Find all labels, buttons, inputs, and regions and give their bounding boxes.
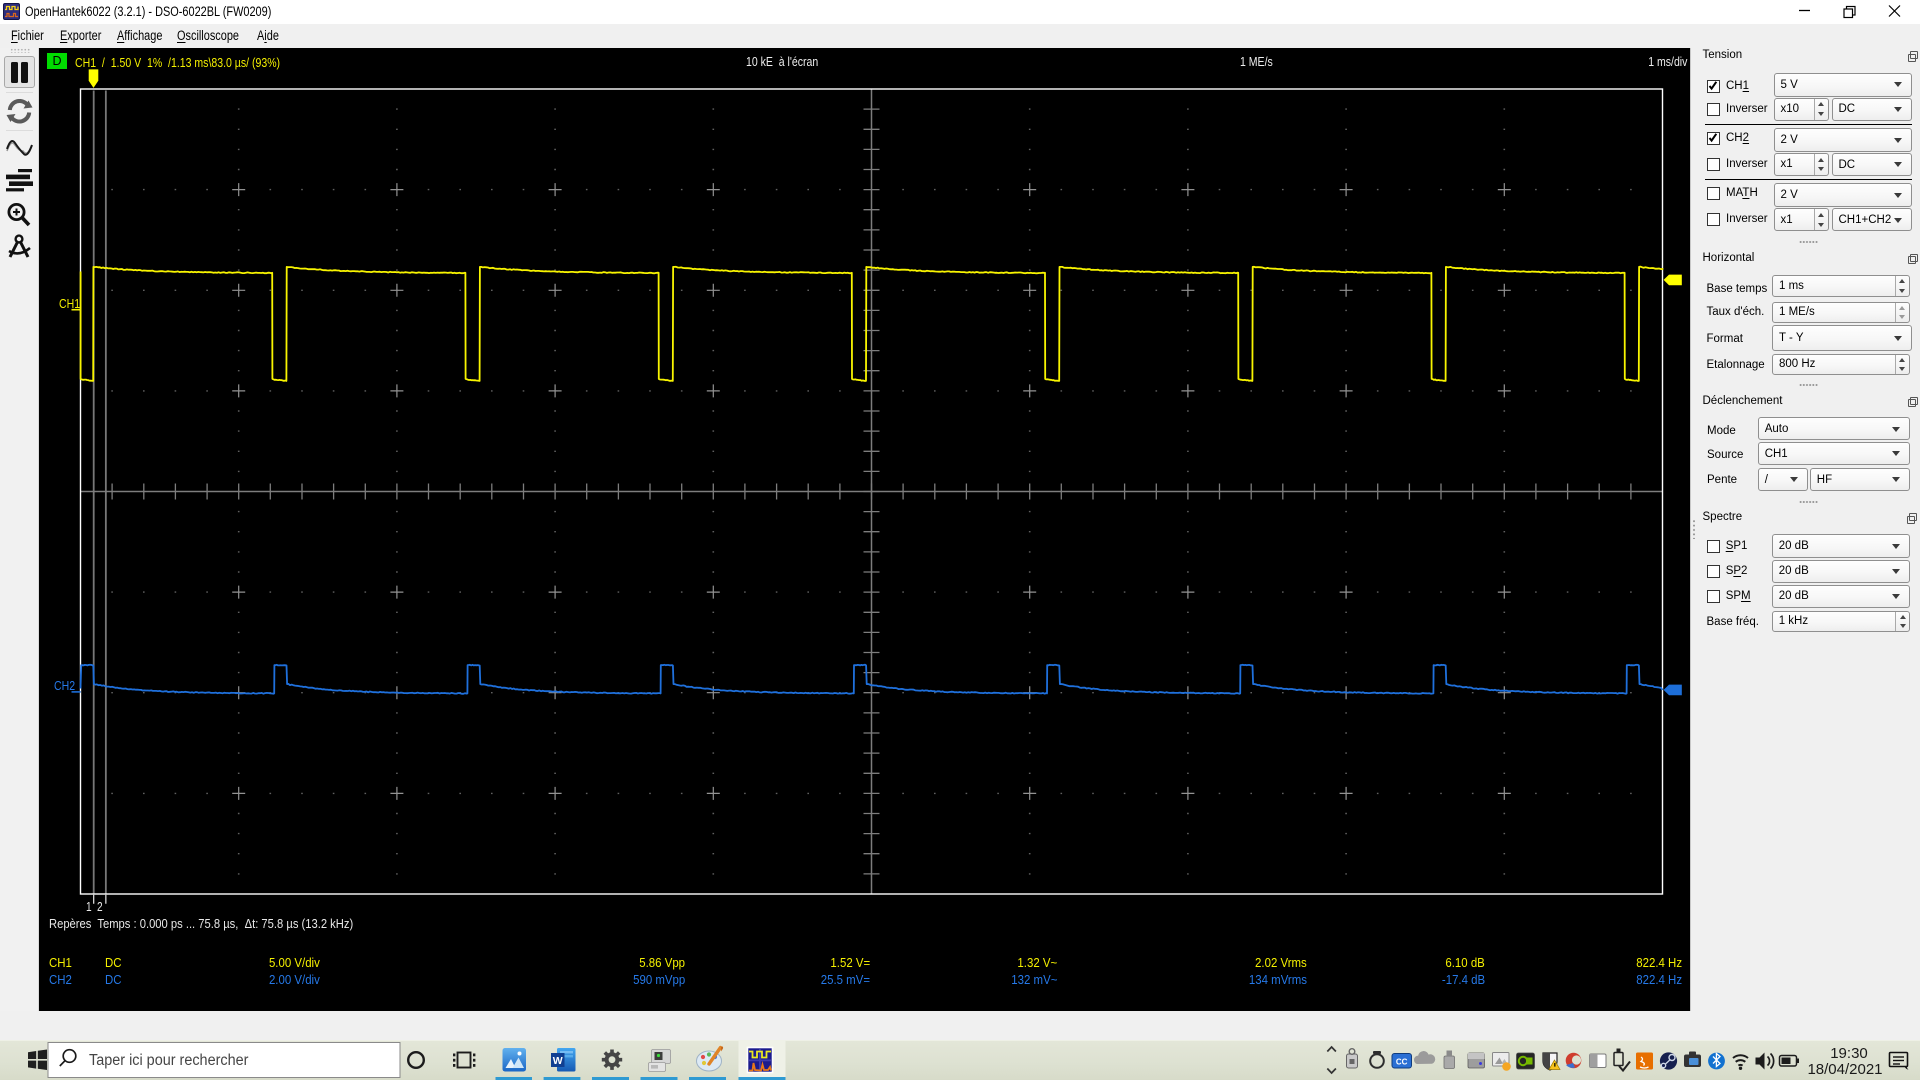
svg-text:CC: CC [1396,1058,1408,1067]
svg-text:W: W [553,1055,563,1067]
